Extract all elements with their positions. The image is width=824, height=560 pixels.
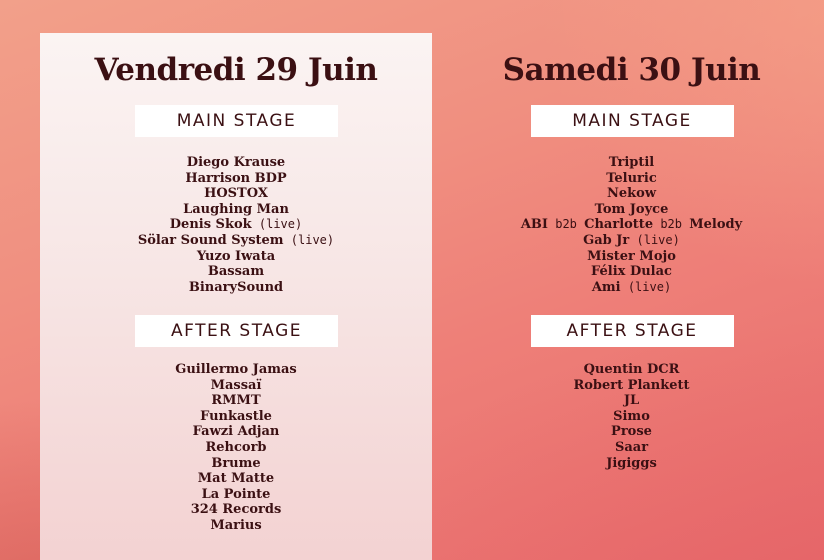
artist-note: b2b [548,217,585,232]
after-stage-label: AFTER STAGE [530,315,734,347]
artist-name: Harrison BDP [185,170,287,186]
artist-name: 324 Records [190,502,282,518]
artist-name: Quentin DCR [583,362,680,377]
artist-row: Simo [439,409,824,425]
artist-row: Triptil [439,155,824,171]
artist-row: Félix Dulac [439,264,824,280]
artist-row: Brume [40,456,432,472]
artist-name: Jigiggs [606,455,657,471]
artist-name: Yuzo Iwata [196,248,276,264]
artist-note: (live) [251,217,303,232]
artist-name: Marius [210,517,262,533]
artist-name: Denis Skok [169,217,252,233]
artist-row: RMMT [40,393,432,409]
artist-name: Mister Mojo [587,248,676,264]
artist-row: Prose [439,424,824,440]
artist-row: Mister Mojo [439,249,824,265]
artist-row: Ami (live) [439,280,824,296]
artist-note: (live) [620,279,672,294]
artist-row: Quentin DCR [439,362,824,378]
artist-name: La Pointe [201,486,271,502]
after-stage-list: Quentin DCR Robert Plankett JL Simo Prose Saa… [439,362,824,471]
artist-row: Yuzo Iwata [40,249,432,265]
artist-name: Robert Plankett [573,377,690,393]
artist-row: Laughing Man [40,202,432,218]
day-title: Vendredi 29 Juin [94,52,378,88]
artist-name: Nekow [606,186,657,202]
artist-row: Massaï [40,378,432,394]
artist-name: Prose [611,424,652,440]
artist-row: HOSTOX [40,186,432,202]
artist-row: Saar [439,440,824,456]
artist-row: Mat Matte [40,471,432,487]
artist-name: Tom Joyce [594,201,669,217]
artist-name: Mat Matte [197,471,275,487]
artist-row: Denis Skok (live) [40,217,432,233]
artist-name: Ami [591,279,621,295]
artist-name: Fawzi Adjan [192,424,280,440]
artist-row: Sölar Sound System (live) [40,233,432,249]
artist-row: La Pointe [40,487,432,503]
artist-name: Bassam [207,264,265,280]
artist-row: Bassam [40,264,432,280]
artist-row: ABI b2b Charlotte b2b Melody [439,217,824,233]
artist-row: Funkastle [40,409,432,425]
main-stage-list: Diego Krause Harrison BDP HOSTOX Laughing M… [40,155,432,295]
artist-name: HOSTOX [204,186,268,202]
day-title: Samedi 30 Juin [502,52,761,88]
artist-name: Melody [689,217,743,233]
artist-row: Jigiggs [439,456,824,472]
artist-name: Simo [613,408,650,424]
artist-name: Félix Dulac [591,264,672,280]
artist-row: Robert Plankett [439,378,824,394]
artist-row: Nekow [439,186,824,202]
artist-row: 324 Records [40,502,432,518]
day-column-saturday: Samedi 30 Juin MAIN STAGE Triptil Teluric Ne… [439,0,824,560]
artist-note: (live) [283,232,335,247]
artist-row: Gab Jr (live) [439,233,824,249]
artist-name: Diego Krause [186,155,286,170]
artist-row: Guillermo Jamas [40,362,432,378]
artist-row: Diego Krause [40,155,432,171]
artist-name: Rehcorb [205,439,267,455]
main-stage-list: Triptil Teluric Nekow Tom Joyce ABI b2b Char… [439,155,824,295]
artist-name: Funkastle [200,408,272,424]
artist-name: Gab Jr [583,232,630,248]
artist-row: Harrison BDP [40,171,432,187]
artist-note: b2b [653,217,690,232]
artist-name: Saar [614,439,649,455]
artist-name: Laughing Man [183,201,289,217]
artist-row: Teluric [439,171,824,187]
artist-name: ABI [520,217,548,233]
artist-row: BinarySound [40,280,432,296]
artist-row: Marius [40,518,432,534]
artist-name: Massaï [210,377,262,393]
artist-name: Sölar Sound System [137,232,284,248]
after-stage-list: Guillermo Jamas Massaï RMMT Funkastle Fawzi … [40,362,432,534]
artist-name: BinarySound [188,279,284,295]
artist-row: JL [439,393,824,409]
artist-name: Teluric [606,170,657,186]
artist-name: JL [623,393,640,409]
artist-note: (live) [629,232,680,247]
main-stage-label: MAIN STAGE [135,105,338,137]
artist-row: Rehcorb [40,440,432,456]
artist-row: Fawzi Adjan [40,424,432,440]
artist-name: RMMT [211,393,261,409]
artist-name: Charlotte [584,217,654,233]
artist-name: Brume [211,455,261,471]
artist-name: Guillermo Jamas [175,362,297,377]
main-stage-label: MAIN STAGE [530,105,734,137]
day-column-friday: Vendredi 29 Juin MAIN STAGE Diego Krause Ha… [40,0,432,560]
artist-row: Tom Joyce [439,202,824,218]
after-stage-label: AFTER STAGE [135,315,338,347]
artist-name: Triptil [608,155,655,170]
